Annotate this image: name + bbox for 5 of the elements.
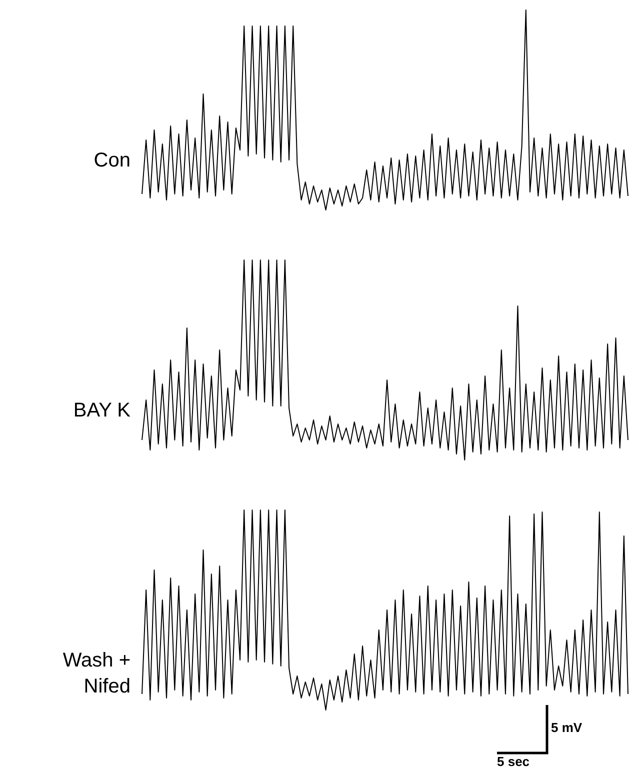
text: 5 mV (551, 720, 582, 735)
y-axis-title: Wash + Nifed (62, 650, 130, 698)
y-axis-title: Con (94, 150, 130, 172)
y-axis-title: BAY K (73, 400, 132, 422)
text: 5 sec (497, 754, 530, 769)
